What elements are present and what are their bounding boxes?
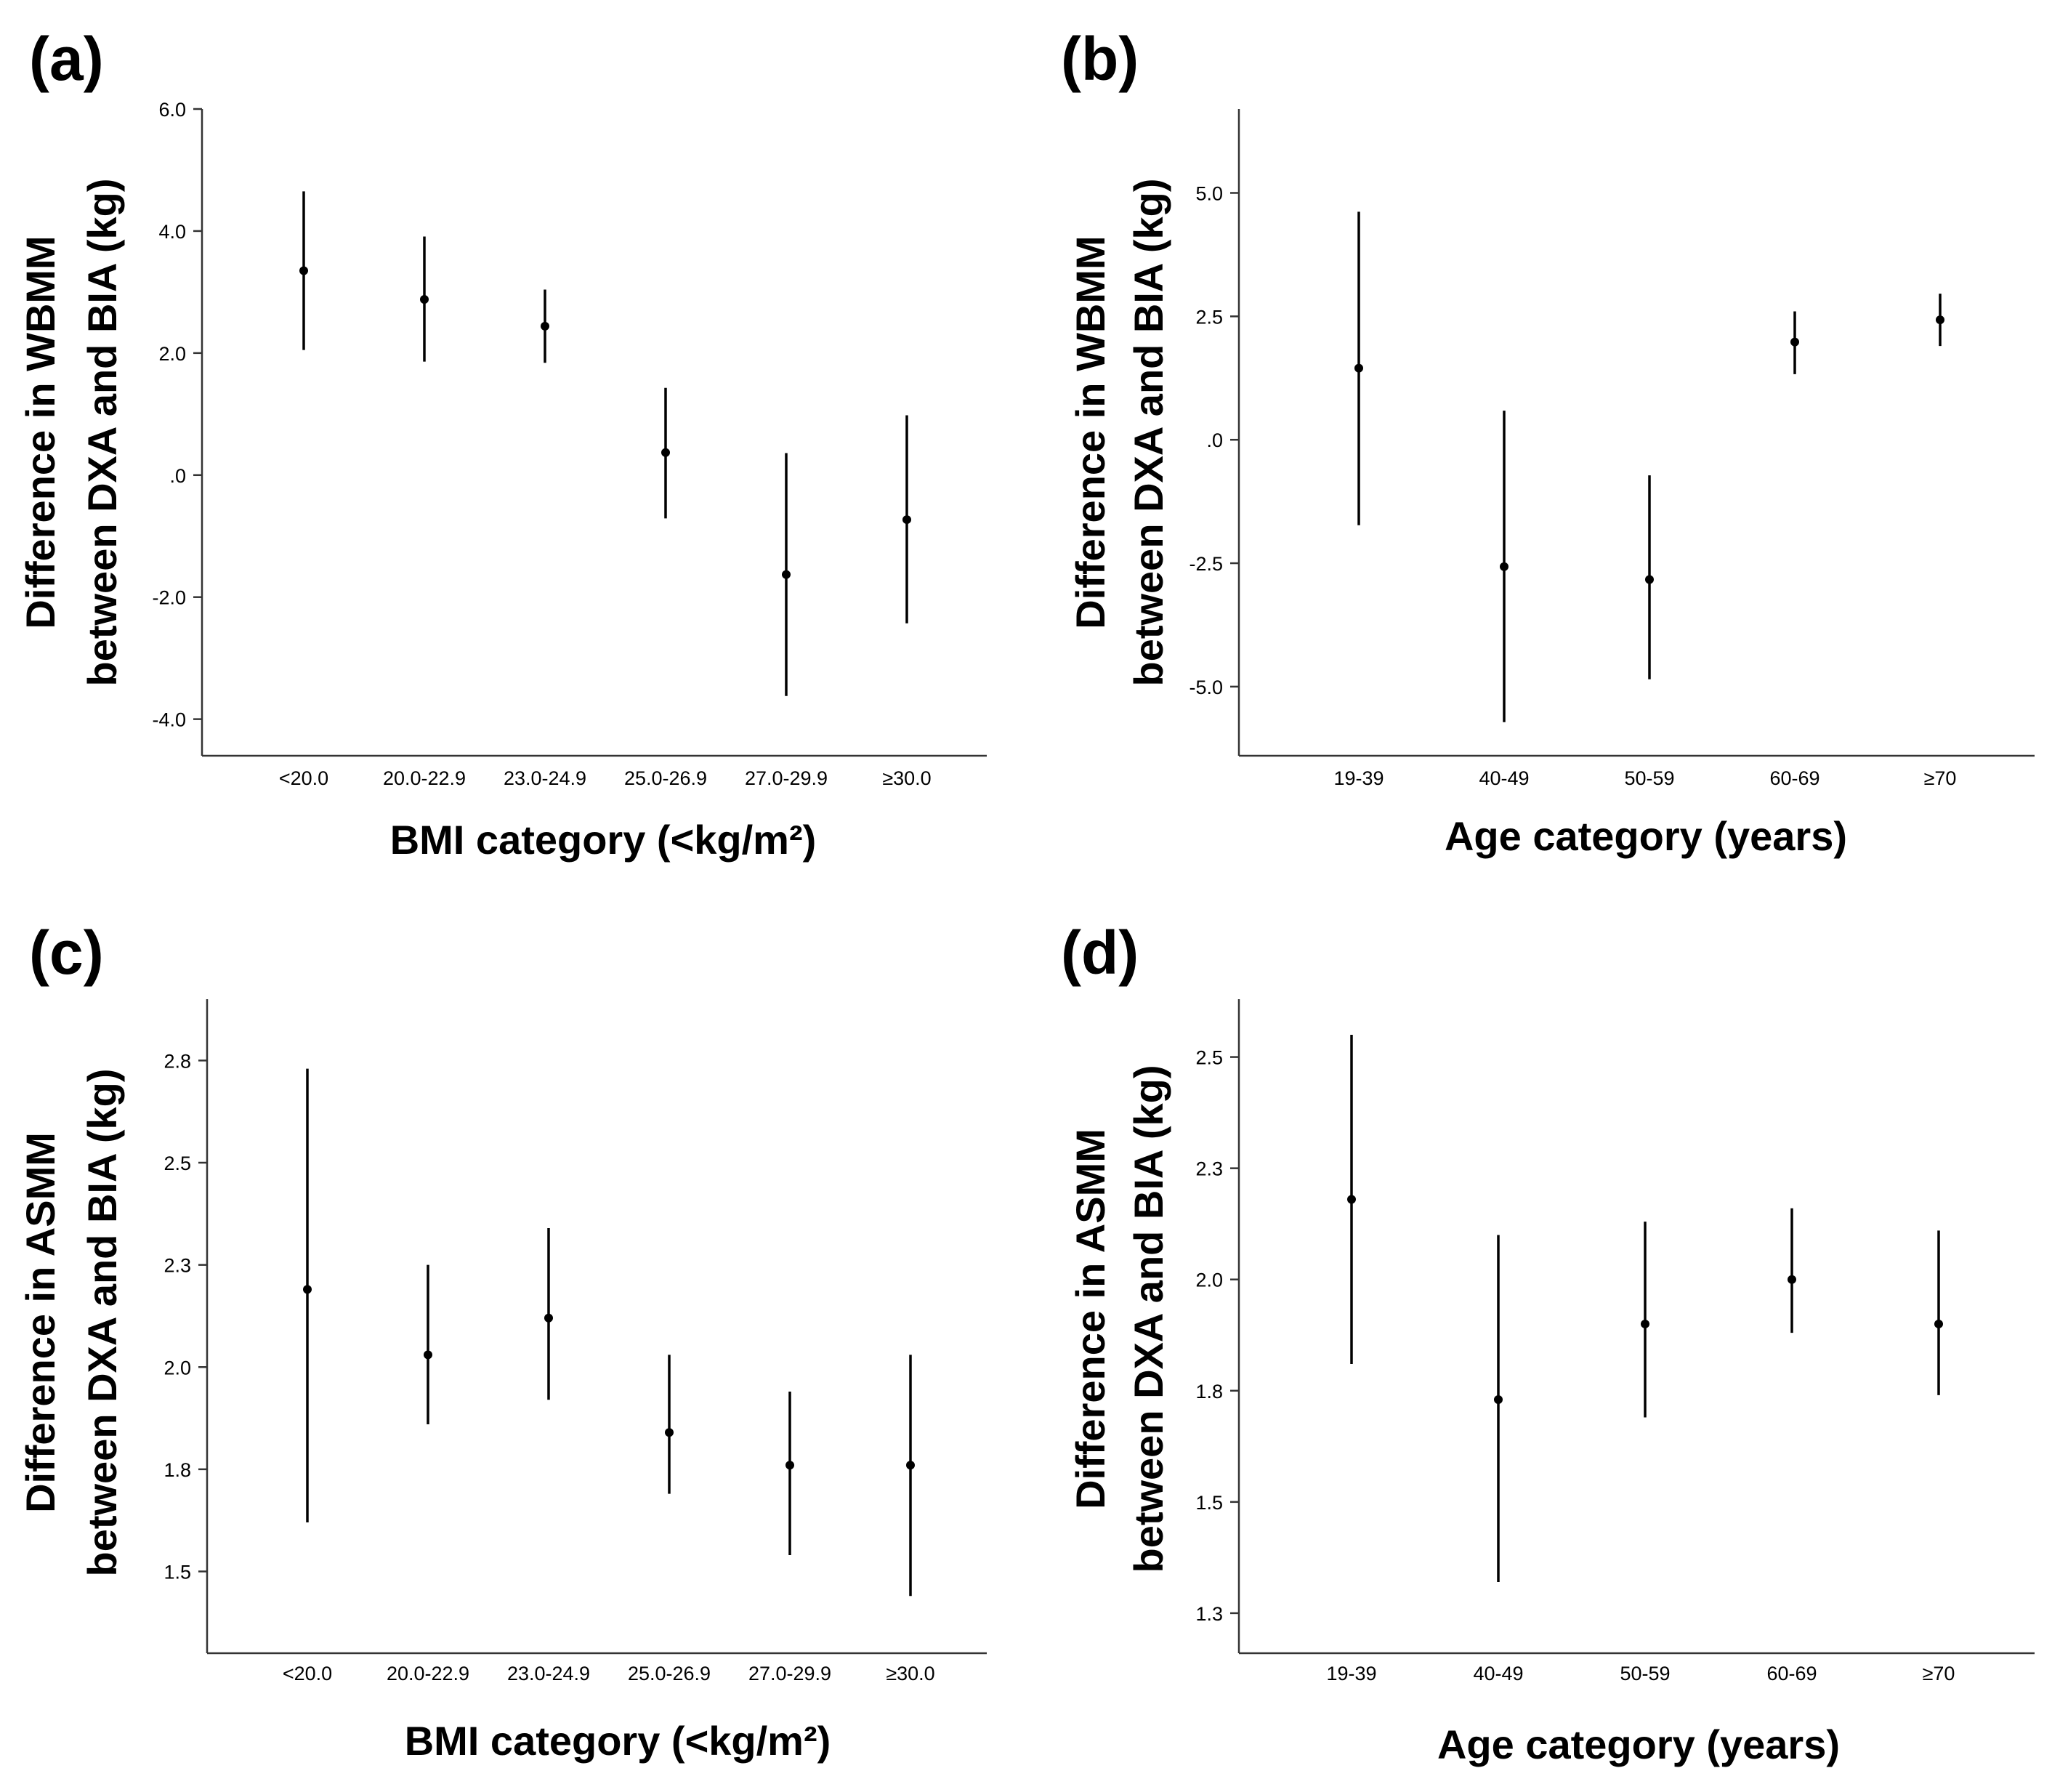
x-tick-label: 20.0-22.9 (383, 767, 466, 789)
x-tick-label: 23.0-24.9 (504, 767, 586, 789)
y-tick-label: .0 (1206, 429, 1223, 451)
mean-point (665, 1428, 674, 1437)
y-tick-label: 5.0 (1195, 182, 1223, 204)
mean-point (785, 1461, 794, 1470)
x-tick-label: 27.0-29.9 (745, 767, 828, 789)
mean-point (420, 294, 429, 304)
mean-point (541, 321, 549, 331)
y-tick-label: 2.3 (1195, 1158, 1223, 1180)
y-tick-label: 2.0 (158, 343, 186, 365)
x-tick-label: 40-49 (1473, 1663, 1523, 1684)
panel-label: (b) (1061, 25, 1139, 93)
panel-a: (a) 6.0 4.0 2.0 .0 -2.0 -4.0 <20.0 20.0-22.9 23.0… (17, 25, 987, 863)
y-tick-label: -2.5 (1189, 553, 1223, 575)
x-axis-title: Age category (years) (1437, 1722, 1840, 1767)
y-tick-label: 1.8 (163, 1459, 191, 1481)
mean-point (424, 1350, 432, 1360)
y-tick-label: 2.5 (163, 1153, 191, 1174)
mean-point (902, 515, 911, 525)
y-tick-label: -4.0 (152, 709, 186, 731)
mean-point (1936, 315, 1944, 325)
y-tick-label: 2.5 (1195, 1047, 1223, 1069)
x-tick-label: 60-69 (1766, 1663, 1817, 1684)
x-tick-label: ≥70 (1923, 1663, 1955, 1684)
y-tick-label: 1.3 (1195, 1603, 1223, 1625)
mean-point (1788, 1275, 1796, 1284)
mean-point (544, 1313, 553, 1323)
mean-point (1347, 1195, 1356, 1204)
y-tick-label: 1.5 (163, 1562, 191, 1583)
x-tick-label: 25.0-26.9 (624, 767, 707, 789)
x-tick-label: 25.0-26.9 (628, 1663, 711, 1684)
mean-point (906, 1461, 915, 1470)
mean-point (1494, 1395, 1503, 1405)
panel-d: (d) 2.5 2.3 2.0 1.8 1.5 1.3 19-39 40-49 50-59 60-6… (1061, 919, 2035, 1767)
x-tick-label: 23.0-24.9 (507, 1663, 590, 1684)
y-axis-title: between DXA and BIA (kg) (79, 1068, 125, 1576)
y-tick-label: 2.8 (163, 1050, 191, 1072)
y-tick-label: -5.0 (1189, 677, 1223, 698)
x-tick-label: 60-69 (1769, 767, 1819, 789)
mean-point (303, 1285, 312, 1294)
panel-b: (b) 5.0 2.5 .0 -2.5 -5.0 19-39 40-49 50-59 60-69 ≥… (1061, 25, 2035, 859)
y-tick-label: 6.0 (158, 99, 186, 121)
y-axis-title: Difference in WBMM (17, 235, 63, 629)
panel-label: (c) (29, 919, 104, 987)
y-tick-label: 2.5 (1195, 306, 1223, 328)
y-axis-title: between DXA and BIA (kg) (1126, 1065, 1171, 1573)
panel-c: (c) 2.8 2.5 2.3 2.0 1.8 1.5 <20.0 20.0-22.9 23.0-… (17, 919, 987, 1764)
y-axis-title: Difference in ASMM (17, 1132, 63, 1513)
mean-point (299, 266, 308, 275)
x-tick-label: 27.0-29.9 (748, 1663, 831, 1684)
x-axis-title: Age category (years) (1445, 813, 1847, 859)
x-tick-label: ≥30.0 (886, 1663, 934, 1684)
y-axis-title: between DXA and BIA (kg) (1126, 178, 1171, 686)
x-tick-label: 19-39 (1333, 767, 1384, 789)
y-tick-label: -2.0 (152, 587, 186, 609)
y-axis-title: Difference in WBMM (1067, 235, 1113, 629)
mean-point (1790, 337, 1799, 347)
x-tick-label: 40-49 (1479, 767, 1529, 789)
y-tick-label: 2.0 (163, 1357, 191, 1379)
y-axis-title: between DXA and BIA (kg) (79, 178, 125, 686)
x-tick-label: ≥30.0 (882, 767, 931, 789)
panel-label: (a) (29, 25, 104, 93)
x-axis-title: BMI category (<kg/m²) (390, 817, 817, 863)
x-tick-label: ≥70 (1924, 767, 1957, 789)
x-tick-label: 20.0-22.9 (387, 1663, 469, 1684)
mean-point (782, 570, 791, 579)
y-tick-label: 4.0 (158, 221, 186, 243)
x-tick-label: <20.0 (279, 767, 328, 789)
x-tick-label: 19-39 (1326, 1663, 1376, 1684)
y-tick-label: 1.5 (1195, 1492, 1223, 1514)
y-tick-label: .0 (169, 465, 186, 487)
mean-point (661, 448, 670, 457)
y-axis-title: Difference in ASMM (1067, 1129, 1113, 1509)
mean-point (1641, 1319, 1649, 1328)
x-tick-label: 50-59 (1624, 767, 1674, 789)
x-axis-title: BMI category (<kg/m²) (405, 1718, 831, 1764)
mean-point (1645, 575, 1654, 584)
mean-point (1354, 363, 1363, 373)
y-tick-label: 2.3 (163, 1255, 191, 1277)
y-tick-label: 2.0 (1195, 1270, 1223, 1291)
y-tick-label: 1.8 (1195, 1381, 1223, 1402)
mean-point (1500, 562, 1508, 571)
panel-label: (d) (1061, 919, 1139, 987)
x-tick-label: 50-59 (1620, 1663, 1670, 1684)
mean-point (1934, 1319, 1943, 1328)
x-tick-label: <20.0 (283, 1663, 332, 1684)
